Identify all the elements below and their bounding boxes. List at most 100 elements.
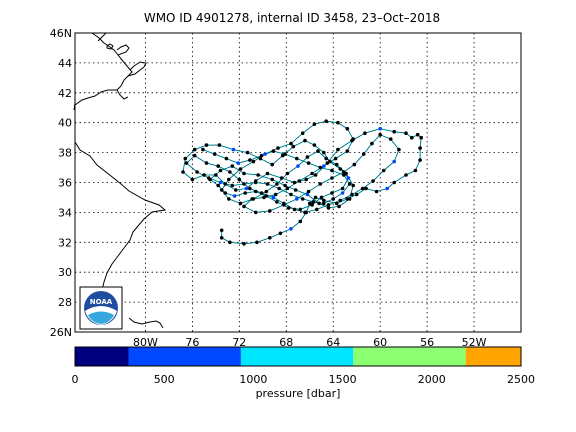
profile-point: [244, 186, 249, 191]
profile-point: [334, 162, 339, 167]
profile-point: [286, 206, 291, 210]
profile-point: [224, 156, 229, 161]
profile-point: [204, 161, 209, 165]
longitude-tick-labels: 80W 76 72 68 64 60 56 52W: [133, 336, 487, 349]
profile-point: [271, 195, 276, 200]
profile-point: [227, 177, 231, 182]
profile-point: [381, 168, 386, 173]
profile-point: [250, 197, 254, 201]
profile-point: [337, 204, 341, 209]
profile-point: [218, 180, 223, 185]
profile-point: [243, 191, 247, 195]
profile-point: [388, 137, 393, 141]
latitude-tick-labels: 26N 28 30 32 34 36 38 40 42 44 46N: [50, 27, 72, 339]
lon-tick-label: 68: [279, 336, 293, 349]
profile-point: [184, 161, 189, 165]
profile-point: [312, 143, 317, 147]
profile-point: [258, 156, 263, 161]
profile-point: [354, 192, 359, 197]
profile-point: [255, 240, 259, 245]
profile-point: [361, 152, 366, 156]
profile-point: [338, 167, 343, 171]
profile-point: [342, 173, 346, 177]
profile-point: [317, 201, 321, 206]
profile-point: [277, 186, 282, 191]
profile-point: [207, 176, 211, 180]
colorbar-tick-label: 500: [154, 373, 175, 386]
lon-tick-label: 60: [373, 336, 387, 349]
profile-point: [326, 203, 331, 207]
profile-point: [351, 137, 356, 141]
profile-point: [327, 159, 332, 164]
profile-point: [333, 156, 338, 161]
profile-markers: [181, 119, 424, 246]
profile-point: [322, 150, 326, 155]
profile-point: [227, 197, 231, 201]
profile-point: [192, 153, 197, 158]
profile-point: [285, 171, 290, 176]
noaa-logo-text: NOAA: [90, 298, 113, 306]
map-grid: [75, 33, 521, 332]
profile-point: [262, 195, 266, 200]
profile-point: [265, 182, 270, 186]
profile-point: [236, 161, 240, 165]
lat-tick-label: 34: [58, 206, 72, 219]
profile-point: [374, 189, 379, 194]
profile-point: [397, 147, 401, 152]
lon-tick-label: 64: [326, 336, 340, 349]
profile-point: [228, 240, 232, 245]
profile-point: [223, 191, 227, 195]
profile-point: [298, 207, 303, 212]
lon-tick-label: 76: [185, 336, 199, 349]
profile-point: [292, 180, 297, 185]
profile-point: [313, 173, 318, 177]
profile-point: [392, 180, 397, 185]
colorbar-segment: [128, 347, 241, 366]
profile-point: [245, 150, 250, 155]
profile-point: [253, 189, 258, 194]
profile-point: [183, 156, 188, 161]
profile-point: [218, 168, 223, 173]
profile-point: [289, 192, 293, 197]
colorbar-tick-labels: 0 500 1000 1500 2000 2500: [72, 373, 536, 386]
lon-tick-label: 80W: [133, 336, 158, 349]
profile-point: [385, 186, 390, 191]
profile-point: [192, 147, 197, 152]
profile-point: [413, 168, 418, 173]
profile-point: [263, 152, 267, 156]
profile-point: [283, 183, 287, 188]
colorbar-segment: [75, 347, 129, 366]
profile-point: [331, 197, 336, 201]
profile-point: [330, 168, 334, 173]
profile-point: [219, 228, 224, 233]
profile-point: [336, 120, 340, 125]
colorbar-segment: [353, 347, 466, 366]
profile-point: [230, 183, 235, 188]
profile-point: [336, 147, 340, 152]
coastline: [73, 32, 167, 329]
profile-point: [181, 170, 185, 174]
profile-point: [238, 167, 243, 171]
profile-point: [216, 183, 220, 188]
profile-point: [316, 149, 320, 153]
profile-point: [204, 143, 209, 147]
pressure-colorbar: [75, 347, 521, 366]
lat-tick-label: 26N: [50, 326, 72, 339]
profile-point: [415, 132, 420, 137]
profile-point: [418, 158, 422, 162]
profile-point: [268, 236, 272, 240]
profile-point: [305, 192, 310, 197]
profile-point: [219, 236, 224, 240]
profile-point: [264, 189, 269, 194]
profile-point: [371, 179, 375, 183]
profile-point: [234, 188, 238, 192]
colorbar-tick-label: 1500: [329, 373, 357, 386]
lon-tick-label: 52W: [462, 336, 487, 349]
profile-point: [270, 162, 275, 167]
profile-point: [190, 177, 195, 182]
lat-tick-label: 28: [58, 296, 72, 309]
profile-point: [310, 203, 314, 207]
colorbar-tick-label: 1000: [239, 373, 267, 386]
profile-point: [265, 171, 270, 176]
profile-point: [306, 161, 311, 165]
